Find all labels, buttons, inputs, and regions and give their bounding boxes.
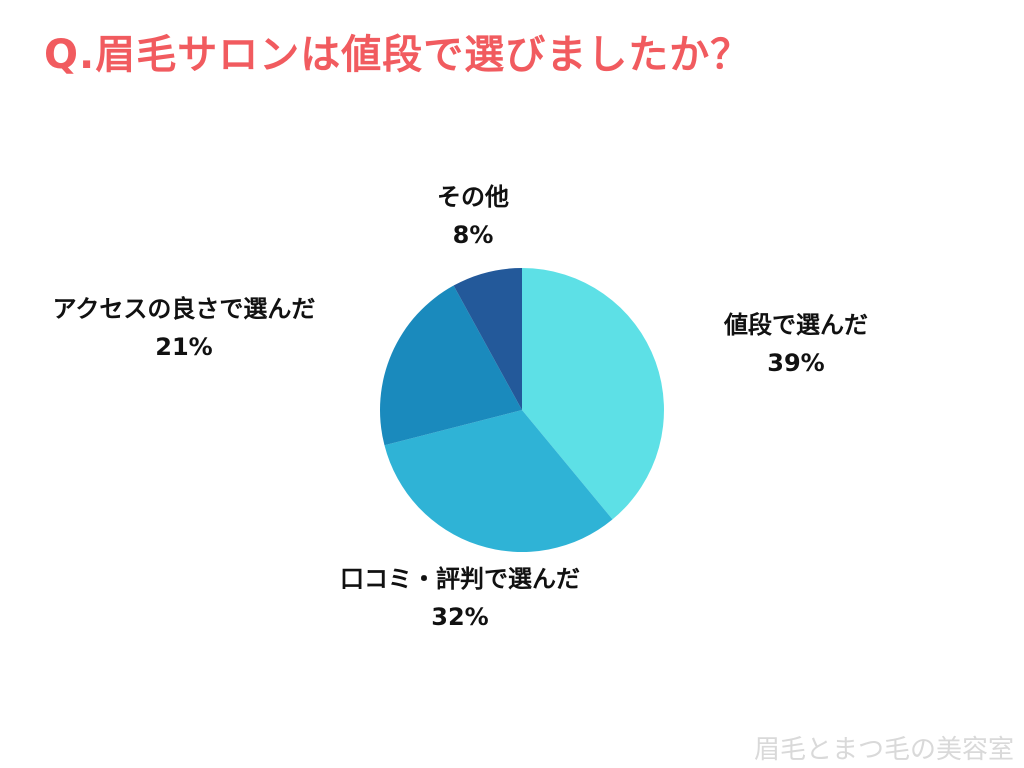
slice-label-4: その他 8% <box>437 178 509 254</box>
pie-slices <box>379 267 664 552</box>
slice-name: その他 <box>437 183 509 211</box>
slice-label-1: 値段で選んだ 39% <box>724 306 868 382</box>
watermark: 眉毛とまつ毛の美容室 <box>753 735 1014 765</box>
pie-slice-1 <box>522 268 664 520</box>
slice-name: 値段で選んだ <box>724 311 868 339</box>
slice-value: 21% <box>155 333 213 361</box>
slice-name: 口コミ・評判で選んだ <box>340 565 580 593</box>
slice-value: 8% <box>452 221 494 249</box>
slice-name: アクセスの良さで選んだ <box>52 295 316 323</box>
chart-title: Q.眉毛サロンは値段で選びましたか？ <box>44 32 752 78</box>
slice-value: 39% <box>767 349 825 377</box>
slice-label-2: 口コミ・評判で選んだ 32% <box>340 560 580 636</box>
pie-slice-3 <box>379 285 522 446</box>
slice-label-3: アクセスの良さで選んだ 21% <box>53 290 316 366</box>
pie-slice-4 <box>453 267 522 410</box>
pie-slice-2 <box>384 410 613 552</box>
slice-value: 32% <box>431 603 489 631</box>
